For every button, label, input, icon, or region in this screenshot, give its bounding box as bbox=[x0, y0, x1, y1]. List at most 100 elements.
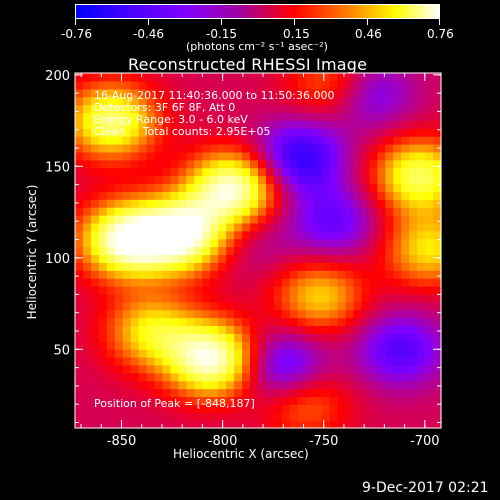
heatmap-cell bbox=[75, 112, 84, 121]
heatmap-cell bbox=[433, 207, 442, 216]
heatmap-cell bbox=[265, 207, 275, 216]
heatmap-cell bbox=[321, 420, 331, 429]
heatmap-cell bbox=[250, 199, 259, 208]
heatmap-cell bbox=[146, 262, 156, 271]
heatmap-cell bbox=[265, 215, 275, 224]
heatmap-cell bbox=[369, 246, 378, 256]
heatmap-cell bbox=[369, 349, 378, 358]
heatmap-cell bbox=[401, 325, 410, 334]
heatmap-cell bbox=[98, 96, 108, 106]
heatmap-cell bbox=[345, 238, 355, 248]
heatmap-cell bbox=[417, 199, 426, 208]
heatmap-cell bbox=[401, 357, 410, 366]
heatmap-cell bbox=[98, 104, 108, 114]
heatmap-cell bbox=[82, 175, 92, 185]
heatmap-cell bbox=[361, 207, 370, 216]
heatmap-cell bbox=[186, 112, 195, 121]
heatmap-cell bbox=[369, 396, 378, 405]
heatmap-cell bbox=[130, 230, 140, 240]
heatmap-cell bbox=[234, 104, 243, 114]
heatmap-cell bbox=[385, 380, 394, 390]
heatmap-cell bbox=[210, 270, 219, 279]
colorbar-tick-label: -0.76 bbox=[61, 27, 93, 41]
heatmap-cell bbox=[130, 404, 140, 413]
heatmap-cell bbox=[393, 420, 402, 429]
heatmap-cell bbox=[289, 278, 299, 287]
heatmap-cell bbox=[146, 73, 156, 82]
heatmap-cell bbox=[122, 104, 132, 114]
heatmap-cell bbox=[385, 175, 394, 185]
heatmap-cell bbox=[425, 191, 434, 200]
heatmap-cell bbox=[130, 286, 140, 295]
heatmap-cell bbox=[281, 128, 291, 137]
heatmap-cell bbox=[281, 183, 291, 192]
x-axis-title: Heliocentric X (arcsec) bbox=[173, 447, 309, 461]
heatmap-cell bbox=[305, 183, 315, 192]
heatmap-cell bbox=[178, 151, 187, 161]
heatmap-cell bbox=[130, 80, 140, 90]
heatmap-cell bbox=[425, 183, 434, 192]
heatmap-cell bbox=[242, 120, 251, 129]
heatmap-cell bbox=[281, 144, 291, 153]
heatmap-cell bbox=[401, 136, 410, 145]
heatmap-cell bbox=[321, 364, 331, 374]
heatmap-cell bbox=[162, 357, 172, 366]
heatmap-cell bbox=[409, 404, 418, 413]
heatmap-cell bbox=[265, 199, 275, 208]
heatmap-cell bbox=[433, 412, 442, 421]
heatmap-cell bbox=[289, 73, 299, 82]
heatmap-cell bbox=[250, 380, 259, 390]
heatmap-cell bbox=[130, 144, 140, 153]
heatmap-cell bbox=[226, 215, 235, 224]
heatmap-cell bbox=[234, 230, 243, 240]
heatmap-cell bbox=[146, 380, 156, 390]
heatmap-cell bbox=[130, 215, 140, 224]
heatmap-cell bbox=[178, 159, 187, 169]
heatmap-cell bbox=[210, 159, 219, 169]
heatmap-cell bbox=[369, 222, 378, 232]
heatmap-cell bbox=[154, 128, 164, 137]
heatmap-cell bbox=[186, 293, 195, 303]
heatmap-cell bbox=[122, 380, 132, 390]
heatmap-cell bbox=[178, 388, 187, 398]
heatmap-cell bbox=[75, 222, 84, 232]
heatmap-cell bbox=[162, 286, 172, 295]
heatmap-cell bbox=[170, 309, 180, 319]
heatmap-cell bbox=[146, 207, 156, 216]
heatmap-cell bbox=[361, 222, 370, 232]
heatmap-cell bbox=[361, 136, 370, 145]
heatmap-cell bbox=[170, 73, 180, 82]
heatmap-cell bbox=[170, 230, 180, 240]
heatmap-cell bbox=[202, 404, 211, 413]
heatmap-cell bbox=[122, 278, 132, 287]
heatmap-cell bbox=[234, 238, 243, 248]
heatmap-cell bbox=[353, 372, 363, 382]
heatmap-cell bbox=[361, 309, 370, 319]
heatmap-cell bbox=[106, 286, 116, 295]
heatmap-cell bbox=[226, 159, 235, 169]
heatmap-cell bbox=[433, 372, 442, 382]
heatmap-cell bbox=[337, 215, 347, 224]
heatmap-cell bbox=[321, 246, 331, 256]
heatmap-cell bbox=[265, 301, 275, 311]
heatmap-cell bbox=[433, 388, 442, 398]
heatmap-cell bbox=[194, 80, 203, 90]
heatmap-cell bbox=[242, 222, 251, 232]
heatmap-cell bbox=[265, 388, 275, 398]
heatmap-cell bbox=[305, 333, 315, 342]
heatmap-cell bbox=[409, 80, 418, 90]
heatmap-cell bbox=[361, 96, 370, 106]
heatmap-cell bbox=[305, 80, 315, 90]
heatmap-cell bbox=[202, 341, 211, 350]
heatmap-cell bbox=[130, 112, 140, 121]
heatmap-cell bbox=[75, 238, 84, 248]
heatmap-cell bbox=[321, 104, 331, 114]
heatmap-cell bbox=[265, 96, 275, 106]
heatmap-cell bbox=[433, 167, 442, 177]
heatmap-cell bbox=[122, 73, 132, 82]
heatmap-cell bbox=[385, 325, 394, 334]
heatmap-cell bbox=[433, 183, 442, 192]
heatmap-cell bbox=[106, 151, 116, 161]
heatmap-cell bbox=[265, 230, 275, 240]
heatmap-cell bbox=[377, 357, 386, 366]
